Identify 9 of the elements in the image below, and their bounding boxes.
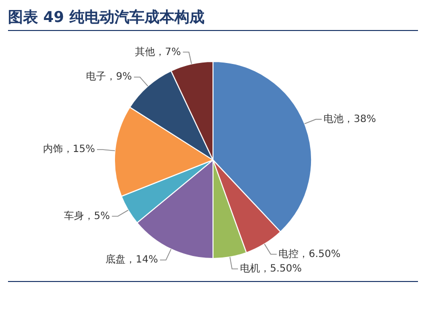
slice-label: 电子，9%: [86, 70, 132, 83]
slice-label: 电池，38%: [324, 112, 376, 125]
slice-label: 电控，6.50%: [278, 248, 341, 260]
slice-label: 底盘，14%: [106, 254, 158, 266]
slice-label: 内饰，15%: [42, 143, 95, 156]
chart-title: 图表 49 纯电动汽车成本构成: [8, 8, 418, 31]
slice-label: 其他，7%: [135, 46, 181, 58]
slice-label: 电机，5.50%: [240, 262, 302, 274]
slice-label: 车身，5%: [64, 210, 110, 222]
